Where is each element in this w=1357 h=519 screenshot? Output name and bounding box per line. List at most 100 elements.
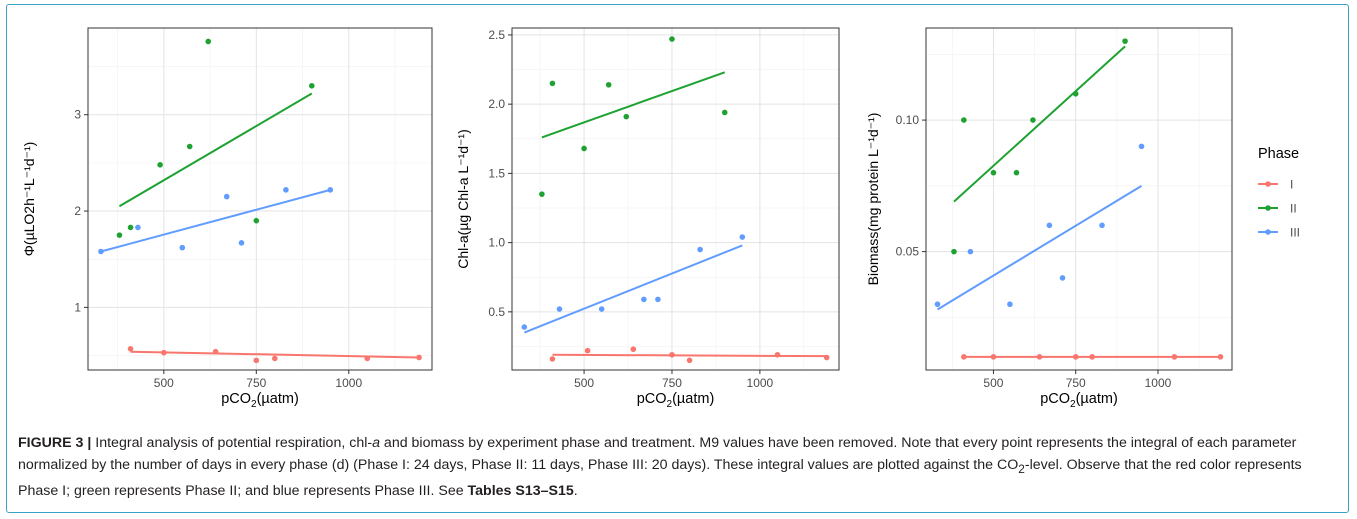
caption-end: .	[573, 482, 578, 499]
data-point-phase-II	[581, 145, 587, 152]
data-point-phase-II	[721, 109, 728, 116]
y-tick-label: 2.5	[488, 28, 505, 42]
caption-text-3: -level. Observe that the red color repre…	[18, 457, 1302, 499]
legend-swatch-point	[1265, 181, 1271, 187]
data-point-phase-III	[521, 324, 528, 330]
data-point-phase-I	[1171, 354, 1178, 360]
data-point-phase-II	[253, 217, 260, 224]
data-point-phase-I	[549, 356, 556, 362]
y-tick-label: 1.0	[488, 236, 505, 250]
caption-label: FIGURE 3 |	[18, 435, 92, 451]
data-point-phase-III	[1007, 301, 1013, 308]
data-point-phase-I	[1089, 354, 1095, 360]
data-point-phase-III	[967, 248, 974, 255]
chart-panel-1: 500 750 1000 1 2 3 pCO2(µatm) Φ(µLO2h⁻¹L⁻¹d⁻¹)	[21, 27, 433, 410]
data-point-phase-III	[238, 240, 245, 246]
x-tick-label: 750	[662, 376, 682, 390]
y-tick-label: 1.5	[488, 166, 505, 180]
caption-text-1: Integral analysis of potential respirati…	[91, 435, 373, 451]
data-point-phase-III	[223, 193, 230, 200]
fit-line-phase-II	[118, 92, 313, 208]
data-point-phase-II	[205, 38, 212, 45]
chart-panel-3: 500 750 1000 0.05 0.10 pCO2(µatm) Biomass(mg p…	[865, 27, 1233, 410]
y-tick-label: 0.5	[488, 305, 505, 319]
y-tick-label: 2	[74, 204, 81, 218]
data-point-phase-I	[584, 347, 591, 354]
data-point-phase-III	[556, 306, 563, 312]
legend-label: I	[1290, 178, 1293, 192]
legend-label: III	[1290, 226, 1300, 240]
panel-border	[925, 27, 1233, 371]
data-point-phase-II	[1030, 117, 1036, 123]
data-point-phase-I	[990, 354, 997, 360]
data-point-phase-III	[739, 234, 746, 240]
data-point-phase-I	[364, 355, 371, 362]
data-point-phase-I	[253, 357, 260, 364]
fit-line-phase-II	[541, 71, 726, 139]
legend-item-phase-III: III	[1258, 226, 1300, 240]
x-axis-title: pCO2(µatm)	[1040, 391, 1118, 410]
x-tick-label: 1000	[335, 376, 362, 390]
data-point-phase-I	[1217, 354, 1224, 360]
data-point-phase-III	[1059, 275, 1066, 281]
data-point-phase-I	[1072, 354, 1079, 360]
y-tick-label: 0.10	[896, 113, 920, 127]
data-point-phase-III	[598, 306, 605, 312]
data-point-phase-I	[416, 354, 422, 361]
y-tick-label: 0.05	[896, 245, 920, 259]
data-point-phase-I	[127, 346, 134, 352]
y-tick-label: 1	[74, 300, 81, 314]
chart-panel-2: 500 750 1000 0.5 1.0 1.5 2.0 2.5 pCO2(µatm) Chl-a…	[455, 27, 840, 410]
x-tick-label: 500	[574, 376, 594, 390]
data-point-phase-II	[605, 81, 612, 88]
data-point-phase-III	[934, 301, 941, 308]
panel-border	[87, 27, 433, 371]
y-tick-label: 3	[74, 108, 81, 122]
data-point-phase-III	[655, 296, 661, 303]
data-point-phase-II	[549, 80, 556, 87]
data-point-phase-I	[161, 349, 167, 356]
data-point-phase-III	[1138, 143, 1145, 150]
data-point-phase-III	[1099, 222, 1105, 229]
data-point-phase-I	[1036, 354, 1043, 360]
data-point-phase-I	[669, 351, 675, 358]
data-point-phase-III	[1046, 222, 1053, 229]
fit-line-phase-II	[953, 45, 1126, 203]
x-tick-label: 500	[154, 376, 174, 390]
data-point-phase-II	[308, 83, 315, 89]
data-point-phase-III	[179, 244, 186, 251]
data-point-phase-II	[623, 113, 630, 120]
legend-label: II	[1290, 202, 1297, 216]
caption-sub: 2	[1018, 461, 1025, 476]
data-point-phase-III	[697, 246, 703, 253]
data-point-phase-II	[127, 224, 134, 231]
data-point-phase-III	[327, 187, 334, 193]
data-point-phase-II	[116, 232, 123, 238]
data-point-phase-II	[961, 117, 967, 123]
caption-text-2: and biomass by experiment phase and trea…	[18, 435, 1297, 473]
data-point-phase-I	[686, 357, 693, 364]
data-point-phase-II	[990, 169, 997, 176]
x-tick-label: 1000	[747, 376, 774, 390]
data-point-phase-II	[951, 248, 957, 255]
data-point-phase-II	[186, 143, 193, 150]
data-point-phase-I	[212, 348, 219, 355]
figure-charts: 500 750 1000 1 2 3 pCO2(µatm) Φ(µLO2h⁻¹L⁻¹d⁻¹) 5…	[21, 27, 1300, 410]
data-point-phase-II	[157, 162, 163, 168]
y-axis-title: Chl-a(µg Chl-a L⁻¹d⁻¹)	[455, 129, 471, 269]
data-point-phase-III	[98, 248, 104, 255]
data-point-phase-II	[669, 36, 675, 42]
data-point-phase-I	[823, 354, 830, 361]
data-point-phase-II	[1013, 169, 1020, 176]
legend-swatch-point	[1265, 229, 1271, 235]
data-point-phase-I	[630, 346, 637, 353]
legend-item-phase-I: I	[1258, 178, 1293, 192]
fit-line-phase-III	[523, 244, 743, 334]
fit-line-phase-III	[100, 188, 331, 253]
figure-frame	[6, 4, 1349, 513]
y-axis-title: Φ(µLO2h⁻¹L⁻¹d⁻¹)	[21, 142, 37, 257]
legend-swatch-point	[1265, 205, 1271, 211]
fit-line-phase-I	[130, 350, 420, 359]
x-tick-label: 750	[246, 376, 266, 390]
